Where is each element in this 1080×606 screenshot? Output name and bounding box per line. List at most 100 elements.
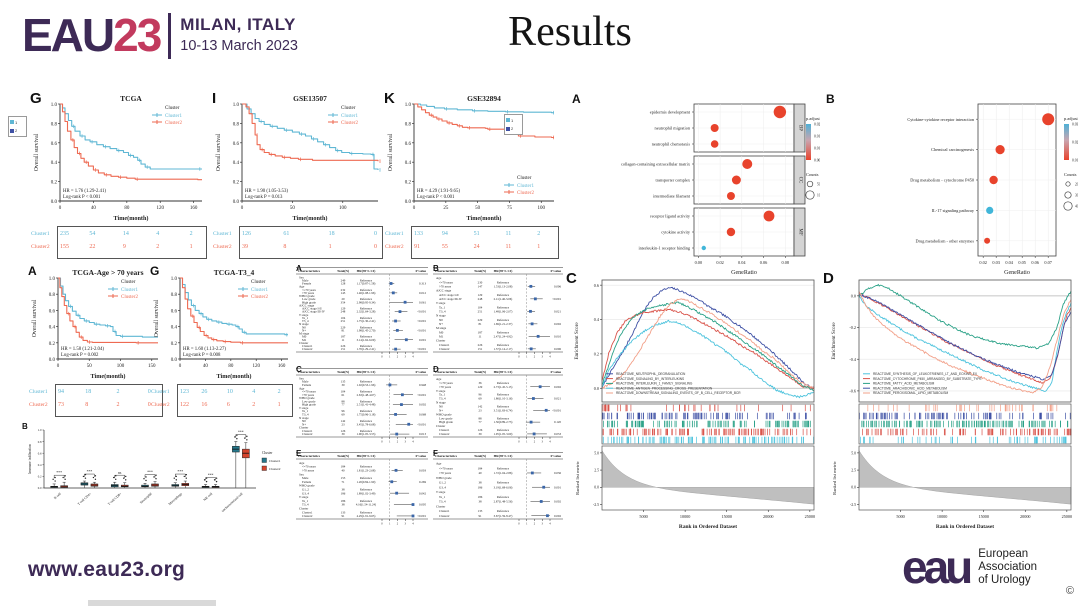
svg-text:N+: N+ (302, 422, 306, 426)
svg-text:0.042: 0.042 (419, 491, 426, 495)
svg-text:2.5: 2.5 (594, 468, 599, 472)
svg-text:0.4: 0.4 (38, 463, 42, 467)
svg-text:0.02: 0.02 (716, 260, 724, 265)
svg-text:AJCC stage I-II: AJCC stage I-II (302, 307, 322, 311)
svg-text:1.76(1.29-2.41): 1.76(1.29-2.41) (357, 347, 376, 351)
website-url[interactable]: www.eau23.org (28, 558, 186, 581)
svg-text:G1_2: G1_2 (439, 481, 446, 485)
svg-text:Cluster: Cluster (299, 506, 309, 510)
svg-text:B cell: B cell (53, 492, 62, 500)
svg-text:0.036: 0.036 (554, 471, 561, 475)
svg-text:Time(month): Time(month) (217, 373, 252, 380)
svg-text:p.adjust: p.adjust (1064, 116, 1078, 121)
svg-text:354: 354 (341, 300, 346, 304)
eau23-logo: EAU 23 MILAN, ITALY 10-13 March 2023 (22, 12, 298, 59)
svg-text:T stage: T stage (436, 490, 446, 494)
svg-text:HR(95% CI): HR(95% CI) (357, 269, 376, 273)
svg-text:***: *** (238, 431, 244, 435)
svg-text:151: 151 (478, 347, 483, 351)
svg-text:Enrichment Score: Enrichment Score (831, 322, 837, 360)
svg-text:Cluster2: Cluster2 (302, 347, 313, 351)
svg-text:0.4: 0.4 (171, 326, 178, 331)
svg-text:Total(N): Total(N) (337, 370, 349, 374)
svg-text:249: 249 (341, 278, 346, 282)
svg-text:>70 years: >70 years (302, 291, 315, 295)
svg-text:0.4: 0.4 (233, 161, 240, 166)
mini-legend-label: 2 (511, 126, 514, 132)
svg-text:N0: N0 (439, 318, 443, 322)
svg-text:REACTOME_ARACHIDONIC_ACID_META: REACTOME_ARACHIDONIC_ACID_METABOLISM (873, 386, 947, 390)
svg-text:GSE32894: GSE32894 (467, 94, 501, 103)
mini-legend-label: 1 (15, 119, 18, 125)
svg-text:P value: P value (416, 370, 427, 374)
svg-text:receptor ligand activity: receptor ligand activity (650, 214, 691, 219)
svg-text:4: 4 (412, 356, 414, 359)
forest-plot-c: C Characteristics Total(N) HR(95% CI) P valu… (296, 365, 428, 449)
svg-text:151: 151 (341, 347, 346, 351)
svg-text:96: 96 (478, 393, 482, 397)
svg-text:Enrichment Score: Enrichment Score (574, 322, 580, 360)
cluster1-swatch (506, 118, 510, 123)
svg-text:HR = 1.90 (1.05-3.53): HR = 1.90 (1.05-3.53) (245, 189, 288, 194)
svg-text:MF: MF (798, 228, 803, 235)
svg-text:Time(month): Time(month) (467, 215, 502, 222)
svg-text:Cluster: Cluster (436, 339, 446, 343)
forest-plot-f: F Characteristics Total(N) HR(95% CI) P valu… (433, 449, 563, 531)
svg-text:1.26(0.84-1.90): 1.26(0.84-1.90) (357, 480, 376, 484)
svg-text:AJCC stage: AJCC stage (299, 303, 315, 307)
eau-org-name: European Association of Urology (978, 548, 1037, 587)
svg-text:69: 69 (341, 413, 345, 417)
svg-text:2.51(1.41-4.48): 2.51(1.41-4.48) (357, 403, 376, 407)
svg-text:0.033: 0.033 (554, 432, 561, 436)
svg-text:0.0: 0.0 (171, 358, 178, 363)
mini-legend-label: 1 (511, 117, 514, 123)
svg-text:0: 0 (381, 523, 383, 526)
svg-text:Reference: Reference (360, 380, 373, 384)
svg-text:Neutrophil: Neutrophil (139, 492, 153, 505)
svg-text:80: 80 (124, 206, 130, 211)
svg-text:Cluster2: Cluster2 (269, 467, 281, 471)
kegg-enrichment-dotplot: B Cytokine-cytokine receptor interaction C… (826, 92, 1078, 284)
svg-text:0.03: 0.03 (992, 260, 1000, 265)
svg-text:0.03: 0.03 (1072, 123, 1078, 127)
svg-text:1.48(1.06-2.07): 1.48(1.06-2.07) (494, 309, 513, 313)
svg-text:Cluster1: Cluster1 (439, 509, 450, 513)
svg-text:cytokine activity: cytokine activity (661, 230, 691, 235)
svg-text:Characteristics: Characteristics (298, 269, 321, 273)
svg-text:100: 100 (817, 194, 820, 198)
svg-text:Female: Female (302, 282, 312, 286)
svg-text:T3_4: T3_4 (439, 309, 446, 313)
svg-text:1.89(1.02-3.49): 1.89(1.02-3.49) (357, 491, 376, 495)
svg-text:>70 years: >70 years (302, 468, 315, 472)
mini-legend-row: 1 (10, 120, 25, 125)
svg-text:0.120: 0.120 (554, 420, 561, 424)
svg-text:Cluster2: Cluster2 (165, 121, 182, 126)
svg-text:-2.5: -2.5 (850, 503, 856, 507)
svg-text:129: 129 (478, 293, 483, 297)
svg-text:0.0: 0.0 (38, 486, 42, 490)
svg-text:120: 120 (156, 206, 164, 211)
svg-text:77: 77 (478, 420, 482, 424)
svg-text:Sex: Sex (299, 472, 304, 476)
panel-letter: A (28, 264, 37, 278)
svg-text:AJCC stage I-II: AJCC stage I-II (439, 293, 459, 297)
page-title: Results (508, 9, 632, 55)
svg-text:Overall survival: Overall survival (34, 133, 40, 171)
svg-text:Reference: Reference (360, 325, 373, 329)
svg-text:-2.5: -2.5 (593, 503, 599, 507)
panel-letter: D (433, 365, 439, 374)
svg-text:Overall survival: Overall survival (32, 299, 38, 337)
svg-text:30: 30 (341, 383, 345, 387)
svg-text:Cluster2: Cluster2 (251, 295, 268, 300)
svg-text:1: 1 (389, 441, 391, 444)
svg-text:TCGA-Age > 70 years: TCGA-Age > 70 years (72, 268, 143, 277)
svg-text:Reference: Reference (360, 297, 373, 301)
svg-text:Immune infiltration: Immune infiltration (28, 444, 32, 474)
svg-text:Reference: Reference (497, 330, 510, 334)
svg-text:129: 129 (341, 307, 346, 311)
svg-text:81: 81 (341, 328, 345, 332)
svg-text:1.0: 1.0 (171, 277, 178, 282)
svg-text:0.06: 0.06 (760, 260, 768, 265)
svg-text:Low grade: Low grade (302, 399, 316, 403)
svg-text:160: 160 (190, 206, 198, 211)
